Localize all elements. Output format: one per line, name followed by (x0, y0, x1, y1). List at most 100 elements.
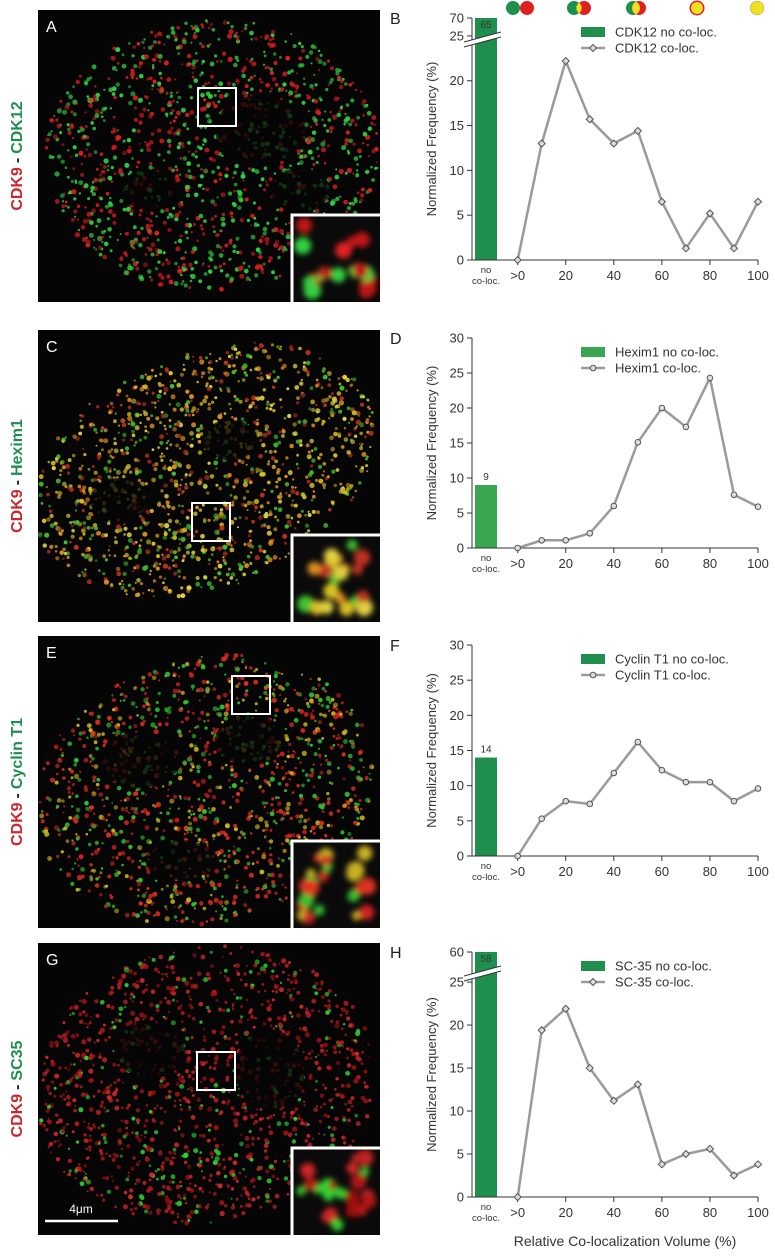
speckle (126, 1178, 130, 1182)
speckle (296, 440, 300, 444)
speckle (157, 88, 159, 90)
speckle (220, 914, 223, 917)
speckle (39, 801, 42, 804)
speckle (116, 856, 119, 859)
speckle (294, 504, 298, 508)
speckle (109, 894, 112, 897)
speckle (180, 1104, 182, 1106)
speckle (201, 228, 204, 231)
speckle (187, 141, 191, 145)
speckle (324, 1053, 327, 1056)
nucleolus (100, 732, 180, 788)
speckle (355, 465, 358, 468)
speckle (258, 545, 262, 549)
speckle (132, 570, 134, 572)
speckle (278, 358, 282, 362)
speckle (198, 717, 202, 721)
speckle (279, 398, 282, 401)
speckle (254, 505, 258, 509)
speckle (351, 786, 355, 790)
speckle (190, 400, 193, 403)
speckle (150, 509, 154, 513)
speckle (101, 426, 105, 430)
speckle (49, 510, 52, 513)
speckle (122, 433, 126, 437)
speckle (194, 78, 199, 83)
speckle (376, 161, 378, 163)
speckle (125, 446, 129, 450)
speckle (144, 54, 149, 59)
speckle (80, 867, 85, 872)
speckle (266, 183, 269, 186)
speckle (248, 534, 251, 537)
speckle (194, 747, 199, 752)
speckle (190, 813, 192, 815)
speckle (163, 455, 166, 458)
speckle (108, 813, 111, 816)
speckle (159, 455, 162, 458)
speckle (185, 1202, 187, 1204)
speckle (95, 720, 100, 725)
speckle (274, 172, 276, 174)
speckle (261, 271, 265, 275)
speckle (182, 146, 185, 149)
speckle (347, 168, 352, 173)
speckle (139, 1194, 144, 1199)
speckle (222, 249, 225, 252)
speckle (347, 1119, 351, 1123)
speckle (360, 396, 362, 398)
speckle (64, 1066, 67, 1069)
speckle (83, 219, 88, 224)
speckle (276, 684, 279, 687)
speckle (354, 794, 357, 797)
speckle (292, 478, 294, 480)
speckle (135, 1017, 139, 1021)
speckle (105, 885, 107, 887)
speckle (86, 1180, 91, 1185)
speckle (295, 487, 297, 489)
speckle (173, 1104, 176, 1107)
speckle (296, 401, 299, 404)
speckle (60, 551, 64, 555)
speckle (212, 376, 215, 379)
speckle (280, 818, 283, 821)
speckle (297, 94, 301, 98)
blob (299, 879, 312, 892)
speckle (287, 242, 291, 246)
speckle (142, 893, 147, 898)
speckle (67, 149, 69, 151)
speckle (103, 438, 108, 443)
speckle (247, 509, 249, 511)
speckle (154, 406, 156, 408)
speckle (273, 443, 278, 448)
speckle (207, 387, 212, 392)
speckle (176, 402, 181, 407)
speckle (203, 720, 206, 723)
speckle (91, 853, 94, 856)
speckle (282, 534, 287, 539)
speckle (81, 414, 85, 418)
speckle (321, 995, 324, 998)
speckle (203, 1028, 205, 1030)
speckle (281, 842, 284, 845)
stain-name: CDK12 (9, 101, 26, 154)
speckle (71, 535, 75, 539)
speckle (117, 62, 120, 65)
speckle (191, 1036, 194, 1039)
speckle (350, 417, 354, 421)
speckle (226, 1184, 230, 1188)
speckle (204, 549, 207, 552)
speckle (178, 239, 182, 243)
speckle (170, 112, 173, 115)
speckle (160, 523, 165, 528)
speckle (134, 807, 138, 811)
speckle (69, 1169, 72, 1172)
speckle (169, 781, 173, 785)
speckle (368, 800, 371, 803)
speckle (85, 497, 90, 502)
speckle (96, 445, 98, 447)
speckle (293, 413, 297, 417)
speckle (74, 1005, 79, 1010)
speckle (99, 1053, 101, 1055)
speckle (108, 87, 113, 92)
